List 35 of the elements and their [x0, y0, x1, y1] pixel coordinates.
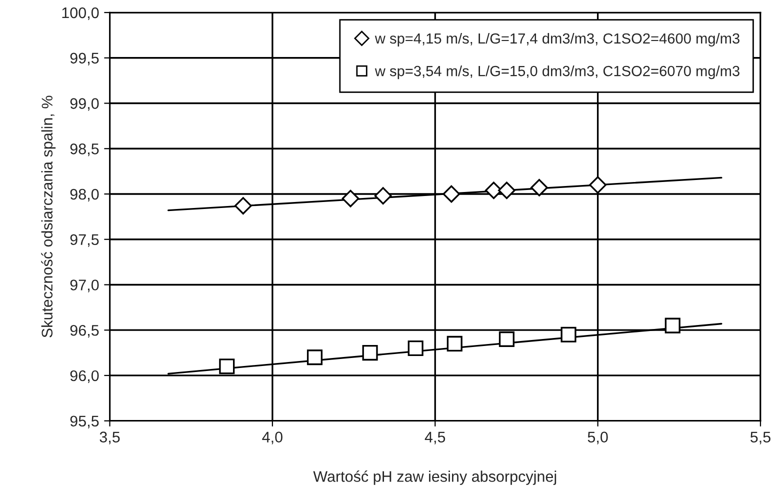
- x-axis-title: Wartość pH zaw iesiny absorpcyjnej: [313, 470, 556, 485]
- x-tick-label: 5,0: [588, 432, 608, 444]
- point: [408, 340, 424, 356]
- point: [589, 176, 606, 194]
- point: [664, 318, 680, 334]
- y-tick-label: 98,5: [70, 144, 99, 156]
- point: [498, 331, 514, 347]
- y-tick-label: 96,0: [70, 370, 99, 383]
- x-tick-label: 5,5: [750, 432, 770, 444]
- y-tick-label: 96,5: [70, 324, 99, 338]
- y-tick-label: 95,5: [70, 416, 99, 428]
- point: [374, 187, 392, 205]
- point: [560, 326, 576, 342]
- y-axis-title: Skuteczność odsiarczania spalin, %: [41, 96, 56, 338]
- point: [498, 182, 516, 200]
- legend-label: w sp=4,15 m/s, L/G=17,4 dm3/m3, C1SO2=4600 mg/m3: [374, 32, 740, 47]
- y-tick-label: 100,0: [62, 7, 99, 20]
- point: [219, 358, 235, 374]
- x-tick-label: 4,5: [424, 432, 446, 444]
- point: [306, 350, 323, 366]
- x-tick-label: 4,0: [262, 432, 282, 444]
- point: [362, 345, 378, 361]
- y-tick-label: 98,0: [70, 188, 99, 202]
- y-tick-label: 97,0: [70, 280, 99, 292]
- point: [446, 336, 462, 352]
- legend-label: w sp=3,54 m/s, L/G=15,0 dm3/m3, C1SO2=6070 mg/m3: [374, 65, 740, 80]
- y-tick-label: 97,5: [70, 234, 99, 247]
- y-tick-label: 99,0: [70, 98, 99, 111]
- x-tick-label: 3,5: [100, 432, 120, 444]
- point: [530, 178, 548, 196]
- point: [234, 197, 252, 214]
- point: [342, 190, 360, 208]
- y-tick-label: 99,5: [70, 52, 99, 66]
- point: [442, 185, 460, 203]
- point: [484, 182, 502, 200]
